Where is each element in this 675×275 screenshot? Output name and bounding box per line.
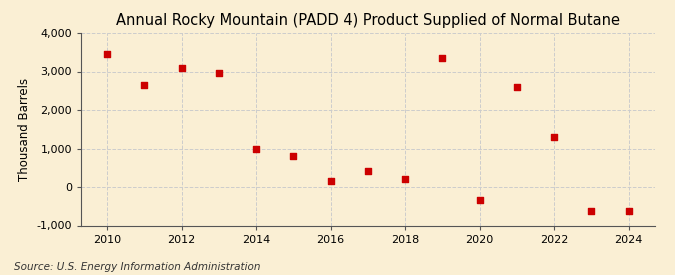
Point <box>250 146 261 151</box>
Point <box>475 198 485 203</box>
Point <box>176 65 187 70</box>
Point <box>623 209 634 213</box>
Title: Annual Rocky Mountain (PADD 4) Product Supplied of Normal Butane: Annual Rocky Mountain (PADD 4) Product S… <box>116 13 620 28</box>
Point <box>586 209 597 213</box>
Point <box>325 179 336 183</box>
Point <box>362 169 373 173</box>
Text: Source: U.S. Energy Information Administration: Source: U.S. Energy Information Administ… <box>14 262 260 272</box>
Point <box>549 135 560 139</box>
Point <box>288 154 299 158</box>
Point <box>102 52 113 56</box>
Point <box>139 83 150 87</box>
Point <box>213 71 224 76</box>
Y-axis label: Thousand Barrels: Thousand Barrels <box>18 78 31 181</box>
Point <box>437 56 448 60</box>
Point <box>400 177 410 182</box>
Point <box>512 85 522 89</box>
